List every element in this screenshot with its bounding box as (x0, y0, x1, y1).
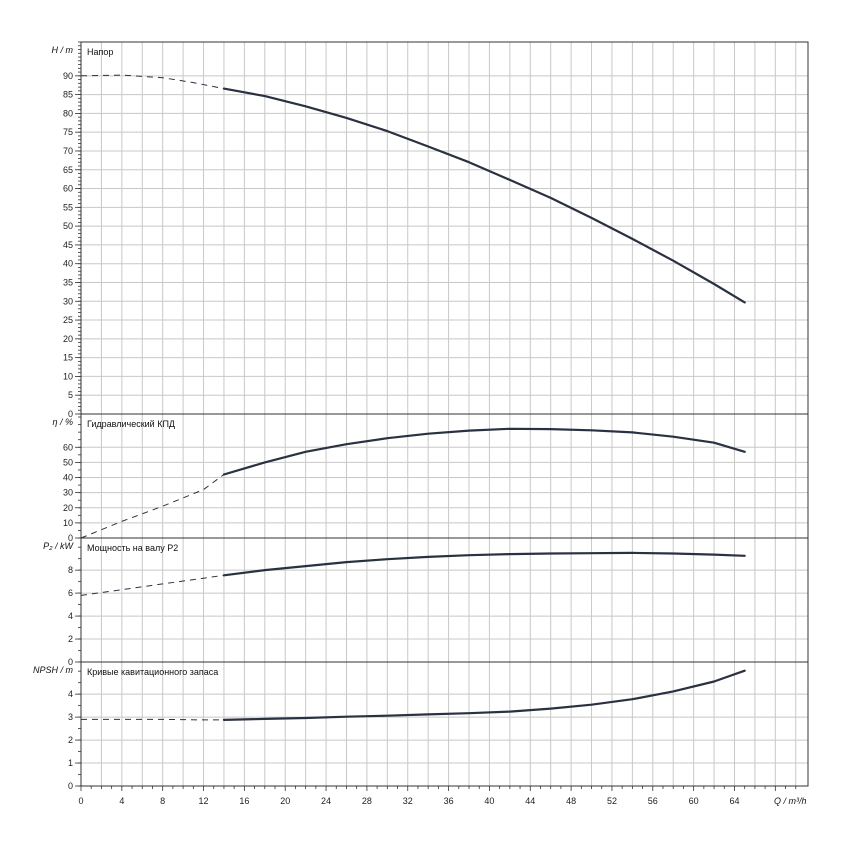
y-tick-label: 25 (63, 315, 73, 325)
y-tick-label: 45 (63, 240, 73, 250)
x-tick-label: 32 (403, 796, 413, 806)
dashed-curve (80, 574, 224, 596)
x-tick-label: 40 (484, 796, 494, 806)
y-tick-label: 0 (68, 409, 73, 419)
solid-curve (222, 87, 746, 304)
x-tick-label: 0 (78, 796, 83, 806)
y-tick-label: 0 (68, 657, 73, 667)
y-tick-label: 6 (68, 588, 73, 598)
y-tick-label: 2 (68, 735, 73, 745)
dashed-curve (80, 474, 225, 539)
x-tick-label: 20 (280, 796, 290, 806)
y-tick-label: 35 (63, 277, 73, 287)
x-tick-label: 52 (607, 796, 617, 806)
y-tick-label: 8 (68, 565, 73, 575)
x-tick-label: 4 (119, 796, 124, 806)
y-tick-label: 75 (63, 127, 73, 137)
y-tick-label: 2 (68, 634, 73, 644)
panel-frame (80, 661, 809, 787)
y-tick-label: 40 (63, 473, 73, 483)
panel-title: Напор (87, 47, 113, 57)
y-tick-label: 55 (63, 202, 73, 212)
y-tick-label: 1 (68, 758, 73, 768)
dashed-curve (81, 718, 224, 721)
x-tick-label: 24 (321, 796, 331, 806)
y-tick-label: 50 (63, 221, 73, 231)
y-tick-label: 30 (63, 296, 73, 306)
x-axis-label: Q / m³/h (774, 796, 807, 806)
y-tick-label: 60 (63, 442, 73, 452)
x-tick-label: 16 (239, 796, 249, 806)
x-tick-label: 8 (160, 796, 165, 806)
solid-curve (222, 551, 746, 577)
y-tick-label: 65 (63, 165, 73, 175)
y-tick-label: 20 (63, 503, 73, 513)
y-tick-label: 4 (68, 611, 73, 621)
curve-layer (80, 74, 746, 721)
y-tick-label: 20 (63, 334, 73, 344)
x-tick-label: 60 (689, 796, 699, 806)
y-tick-label: 15 (63, 353, 73, 363)
y-axis-label: NPSH / m (33, 665, 74, 675)
x-tick-label: 36 (444, 796, 454, 806)
y-tick-label: 3 (68, 712, 73, 722)
y-tick-label: 10 (63, 518, 73, 528)
dashed-curve (80, 74, 224, 90)
y-tick-label: 0 (68, 533, 73, 543)
y-tick-label: 40 (63, 259, 73, 269)
x-tick-label: 48 (566, 796, 576, 806)
x-tick-label: 28 (362, 796, 372, 806)
y-axis-label: η / % (52, 417, 73, 427)
panel-frame (80, 41, 809, 415)
x-tick-label: 12 (199, 796, 209, 806)
x-tick-label: 44 (525, 796, 535, 806)
y-axis-label: H / m (52, 45, 74, 55)
panel-title: Мощность на валу P2 (87, 543, 178, 553)
panel-title: Кривые кавитационного запаса (87, 667, 218, 677)
x-tick-label: 56 (648, 796, 658, 806)
y-tick-label: 80 (63, 108, 73, 118)
x-tick-label: 64 (729, 796, 739, 806)
y-tick-label: 0 (68, 781, 73, 791)
panel-title: Гидравлический КПД (87, 419, 175, 429)
y-tick-label: 90 (63, 71, 73, 81)
y-tick-label: 4 (68, 689, 73, 699)
grid-layer (75, 41, 809, 791)
y-tick-label: 30 (63, 488, 73, 498)
y-axis-label: P₂ / kW (43, 541, 74, 551)
label-layer: 0 4 8 12 16 20 24 28 32 36 40 44 48 52 56 60 64051015202… (33, 45, 740, 806)
y-tick-label: 10 (63, 371, 73, 381)
solid-curve (222, 427, 746, 476)
y-tick-label: 60 (63, 184, 73, 194)
y-tick-label: 85 (63, 90, 73, 100)
solid-curve (222, 669, 746, 721)
y-tick-label: 50 (63, 457, 73, 467)
y-tick-label: 5 (68, 390, 73, 400)
y-tick-label: 70 (63, 146, 73, 156)
